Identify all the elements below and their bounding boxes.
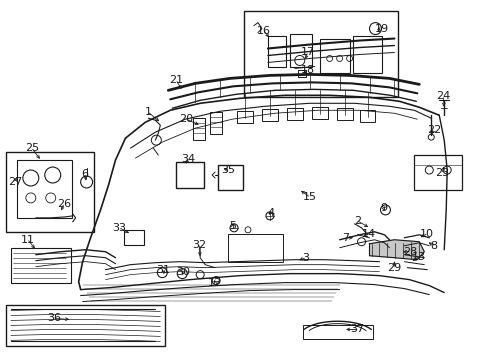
Bar <box>359 110 375 122</box>
Bar <box>311 107 327 120</box>
Bar <box>336 108 352 120</box>
Bar <box>297 71 305 77</box>
Bar <box>11 248 71 283</box>
Bar <box>6 305 165 346</box>
Bar <box>193 118 205 140</box>
Text: 4: 4 <box>267 208 274 218</box>
Text: 18: 18 <box>300 66 314 76</box>
Text: 7: 7 <box>341 233 348 243</box>
Text: 29: 29 <box>386 263 401 273</box>
Text: 13: 13 <box>411 252 426 262</box>
Text: 27: 27 <box>8 177 22 187</box>
Text: 3: 3 <box>302 253 308 263</box>
Bar <box>413 155 461 190</box>
Bar <box>267 36 285 67</box>
Bar <box>176 162 203 188</box>
Bar <box>6 152 93 232</box>
Bar <box>210 112 222 134</box>
Text: 11: 11 <box>21 235 35 245</box>
Polygon shape <box>369 240 424 260</box>
Text: 30: 30 <box>176 267 190 276</box>
Bar <box>218 165 243 190</box>
Text: 25: 25 <box>25 143 39 153</box>
Text: 33: 33 <box>112 223 126 233</box>
Bar <box>262 109 277 121</box>
Bar <box>244 11 398 97</box>
Text: 5: 5 <box>229 221 236 231</box>
Bar <box>227 234 282 262</box>
Text: 9: 9 <box>379 203 386 213</box>
Bar <box>352 36 382 73</box>
Text: 26: 26 <box>57 199 71 209</box>
Text: 28: 28 <box>403 247 417 257</box>
Text: 15: 15 <box>302 192 316 202</box>
Bar <box>237 111 252 123</box>
Text: 10: 10 <box>419 229 433 239</box>
Text: 37: 37 <box>350 324 364 334</box>
Text: 17: 17 <box>300 48 314 58</box>
Bar <box>124 230 144 245</box>
Bar <box>302 325 372 339</box>
Bar <box>289 33 311 67</box>
Text: 19: 19 <box>374 24 388 33</box>
Text: 31: 31 <box>156 265 170 275</box>
Text: 1: 1 <box>144 107 152 117</box>
Text: 14: 14 <box>361 229 375 239</box>
Bar <box>17 160 72 218</box>
Text: 35: 35 <box>221 165 235 175</box>
Text: 36: 36 <box>47 314 61 324</box>
Text: 23: 23 <box>434 168 448 178</box>
Text: 20: 20 <box>179 114 193 124</box>
Text: 22: 22 <box>426 125 441 135</box>
Text: 24: 24 <box>435 91 449 101</box>
Bar <box>319 39 349 73</box>
Text: 6: 6 <box>81 169 88 179</box>
Text: 21: 21 <box>169 75 183 85</box>
Text: 16: 16 <box>256 26 270 36</box>
Text: 12: 12 <box>207 278 222 288</box>
Bar <box>286 108 302 120</box>
Text: 32: 32 <box>192 240 206 250</box>
Text: 34: 34 <box>181 154 195 164</box>
Text: 2: 2 <box>353 216 360 226</box>
Text: 8: 8 <box>430 241 437 251</box>
